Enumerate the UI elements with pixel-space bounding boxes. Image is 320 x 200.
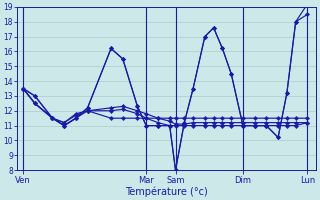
X-axis label: Température (°c): Température (°c) <box>125 186 208 197</box>
